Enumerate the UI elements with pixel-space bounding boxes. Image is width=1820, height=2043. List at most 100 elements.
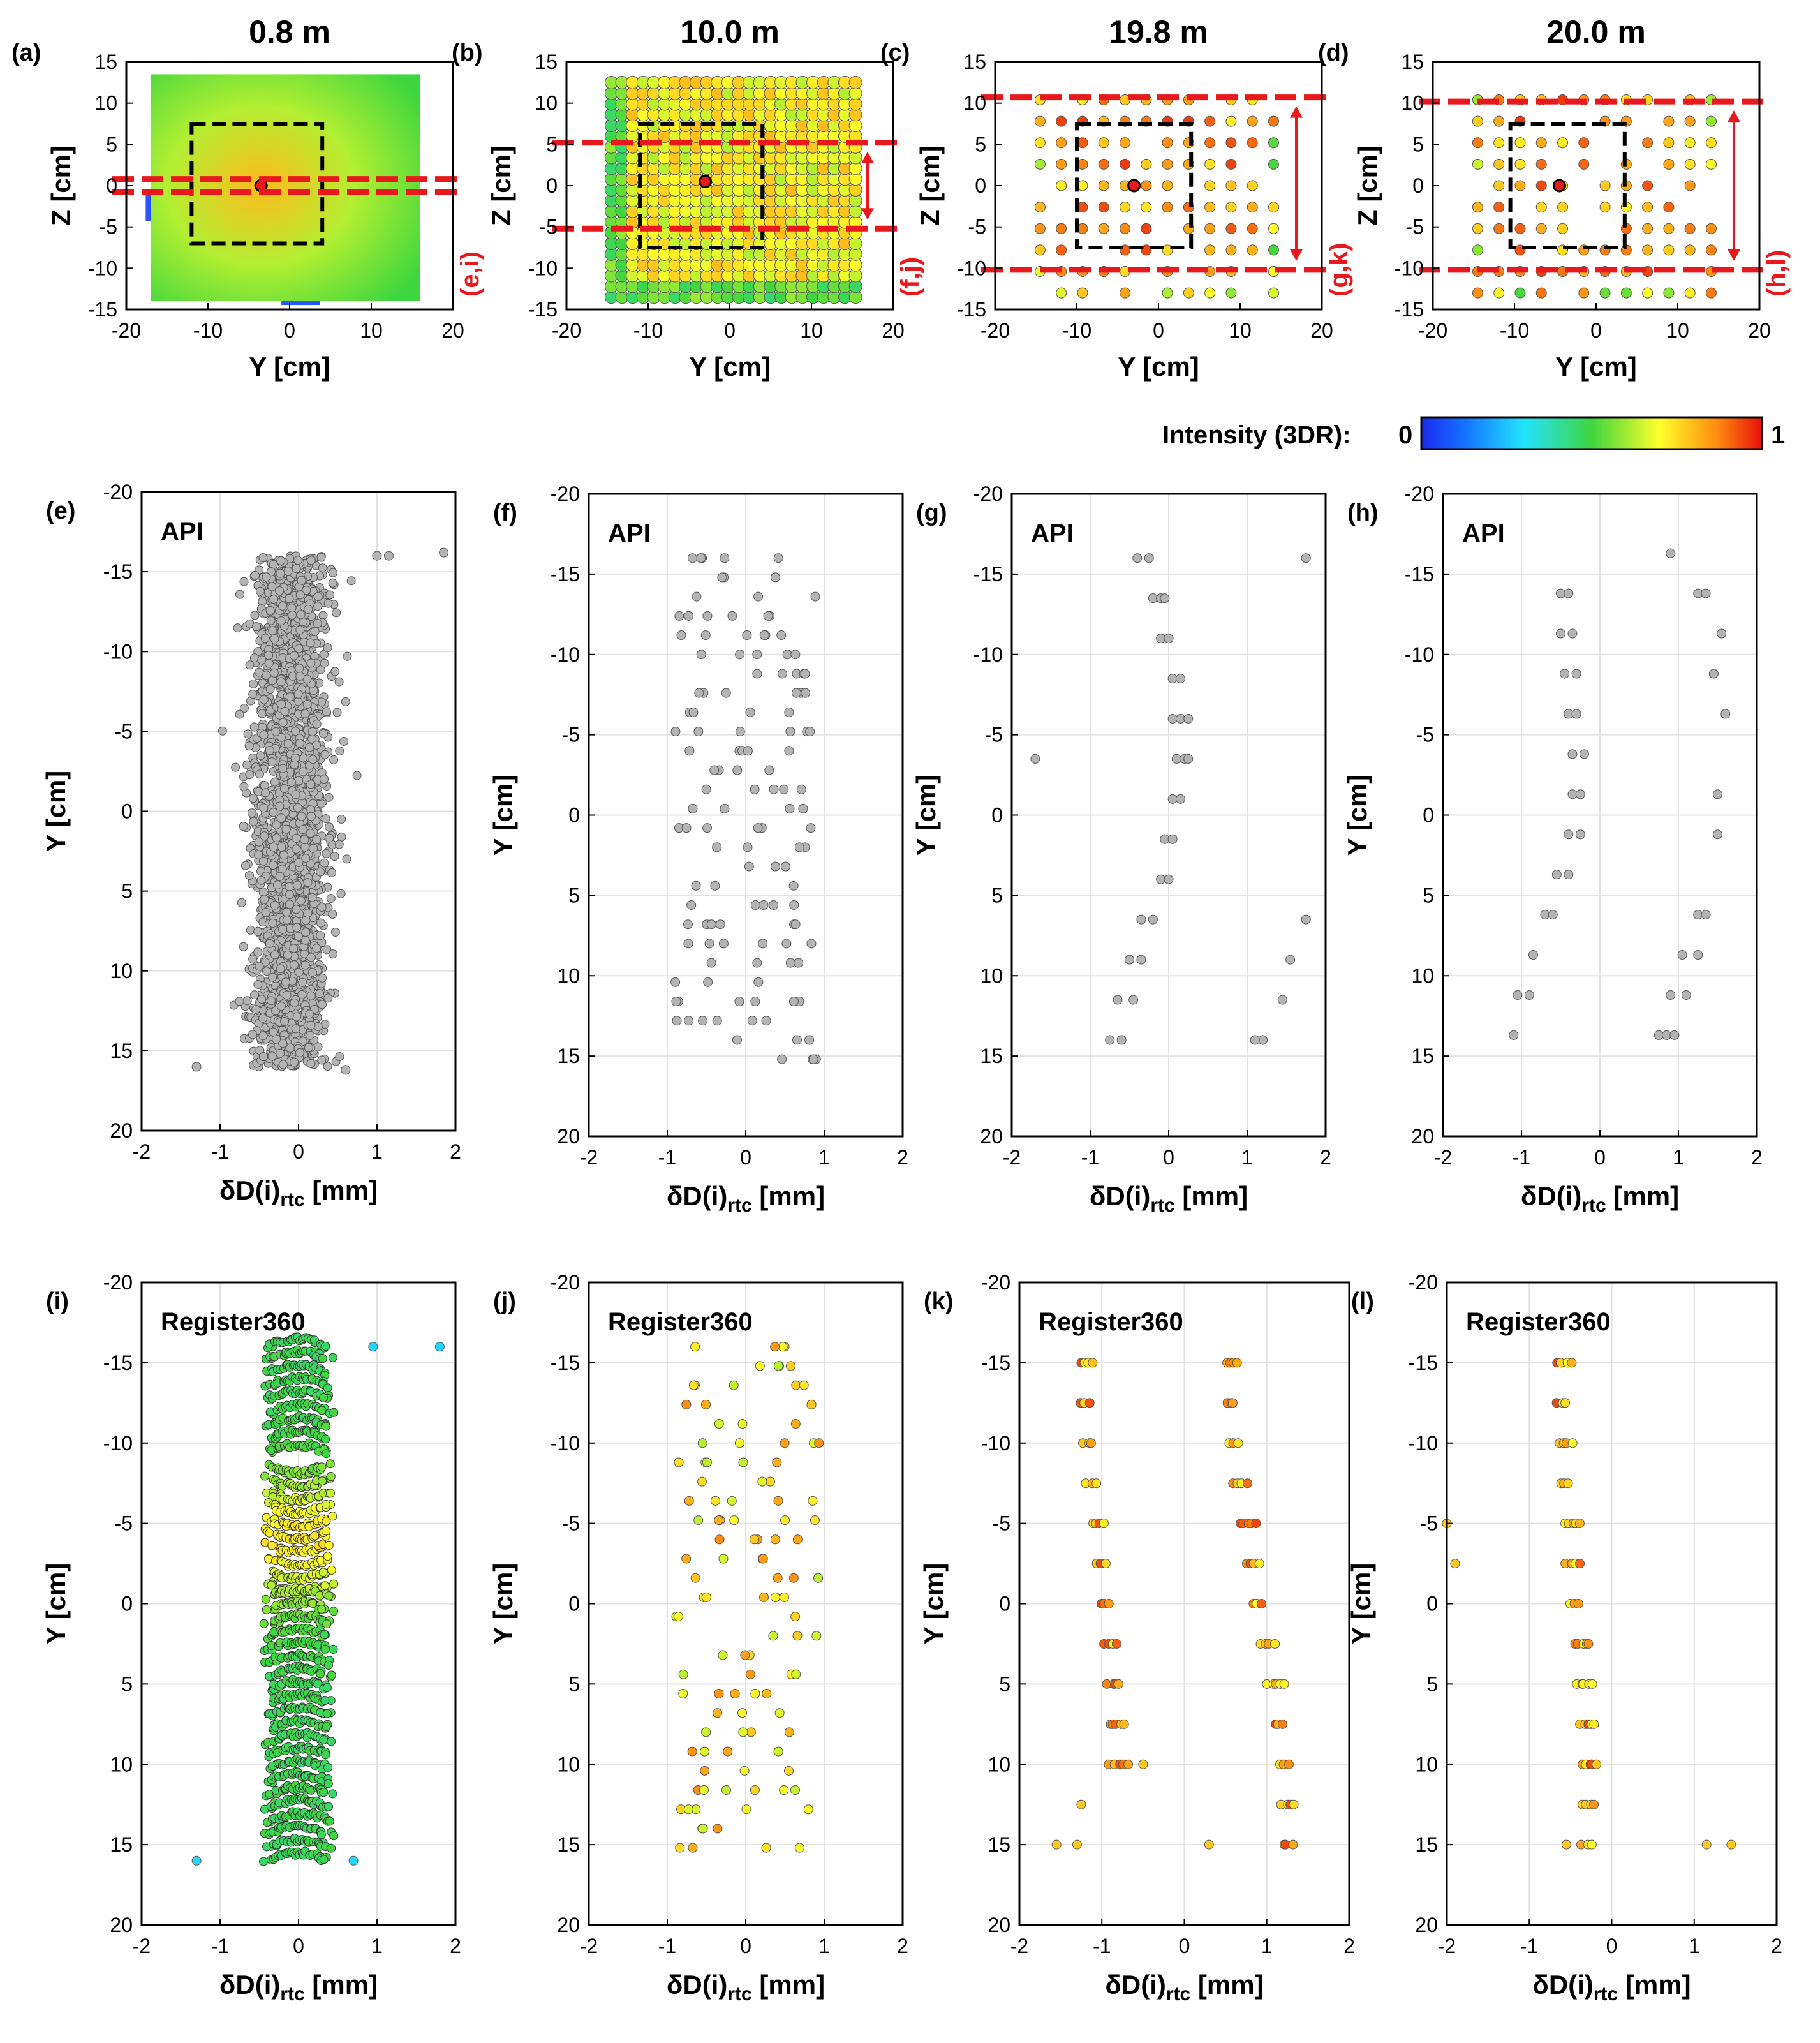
y-tick-label: 10 xyxy=(110,960,133,983)
data-point xyxy=(706,958,716,968)
y-tick-label: -20 xyxy=(973,482,1003,505)
grid-point xyxy=(1705,223,1717,234)
x-tick-label: -2 xyxy=(1434,1146,1452,1169)
data-point xyxy=(267,757,277,767)
y-tick-label: 20 xyxy=(110,1119,133,1142)
x-tick-label: 1 xyxy=(371,1140,383,1163)
x-tick-label: 10 xyxy=(360,319,383,342)
data-point xyxy=(1701,588,1711,598)
data-point xyxy=(383,551,394,561)
y-axis-label-e: Y [cm] xyxy=(41,771,71,852)
grid-point xyxy=(1642,180,1654,191)
data-point xyxy=(320,750,330,759)
data-point xyxy=(785,958,795,968)
y-tick-label: 15 xyxy=(1401,50,1424,73)
grid-point xyxy=(1056,180,1067,191)
panel-label-b: (b) xyxy=(452,40,483,66)
data-point xyxy=(777,1054,787,1064)
data-point xyxy=(285,890,294,900)
data-point xyxy=(706,919,716,930)
data-point xyxy=(279,784,289,794)
grid-point xyxy=(1472,202,1483,213)
data-point xyxy=(275,586,285,596)
data-point xyxy=(329,1607,339,1616)
data-point xyxy=(298,977,307,987)
data-point xyxy=(306,1020,316,1030)
roi-box-b xyxy=(638,122,765,249)
data-point xyxy=(780,861,790,872)
grid-point xyxy=(1535,180,1547,191)
data-point xyxy=(259,803,269,813)
data-point xyxy=(339,736,349,746)
data-point xyxy=(259,1857,269,1866)
x-axis-label-e: δD(i)rtc [mm] xyxy=(219,1175,378,1210)
data-point xyxy=(297,576,306,585)
target-marker-c xyxy=(1127,179,1141,193)
data-point xyxy=(684,1016,694,1026)
grid-point xyxy=(1162,158,1173,170)
data-point xyxy=(773,553,783,563)
grid-point xyxy=(1098,158,1109,170)
y-axis-label-g: Y [cm] xyxy=(911,775,941,856)
data-point xyxy=(322,707,331,717)
data-point xyxy=(337,832,346,842)
grid-point xyxy=(1535,287,1547,299)
data-point xyxy=(1175,794,1185,804)
data-point xyxy=(1164,874,1174,884)
data-point xyxy=(1693,950,1703,960)
grid-point xyxy=(1247,202,1258,213)
data-point xyxy=(1509,1030,1519,1040)
panel-label-h: (h) xyxy=(1347,500,1379,526)
data-point xyxy=(320,1644,330,1654)
grid-point xyxy=(1077,287,1088,299)
data-point xyxy=(278,718,288,727)
data-point xyxy=(277,601,287,611)
panel-title-b: 10.0 m xyxy=(680,14,780,50)
data-point xyxy=(292,844,301,854)
data-point xyxy=(710,880,720,891)
inner-title-e: API xyxy=(161,517,203,546)
data-point xyxy=(247,808,256,818)
data-point xyxy=(320,775,329,784)
arrow-head-down xyxy=(1290,249,1303,261)
x-tick-label: 10 xyxy=(800,319,823,342)
data-point xyxy=(295,590,305,600)
grid-point xyxy=(1472,158,1483,170)
data-point xyxy=(267,1540,277,1550)
grid-point xyxy=(1472,244,1483,256)
data-point xyxy=(1575,829,1585,840)
data-point xyxy=(268,972,277,982)
x-tick-label: -10 xyxy=(193,319,223,342)
data-point xyxy=(317,1462,327,1472)
data-point xyxy=(321,1499,330,1509)
y-tick-label: 0 xyxy=(1412,174,1424,197)
data-point xyxy=(316,867,325,877)
data-point xyxy=(794,842,804,852)
data-point xyxy=(323,1383,332,1393)
data-point xyxy=(684,611,694,621)
y-tick-label: 5 xyxy=(991,884,1003,907)
data-point xyxy=(320,1630,329,1639)
data-point xyxy=(328,1512,337,1521)
x-axis-label-d: Y [cm] xyxy=(1555,352,1637,382)
data-point xyxy=(312,719,322,729)
data-point xyxy=(323,1552,332,1561)
data-point xyxy=(289,944,299,953)
y-tick-label: -5 xyxy=(562,724,580,747)
data-point xyxy=(239,822,248,831)
data-point xyxy=(306,991,316,1000)
data-point xyxy=(300,709,310,718)
data-point xyxy=(327,1565,336,1575)
data-point xyxy=(785,803,795,813)
data-point xyxy=(671,997,681,1007)
data-point xyxy=(259,1052,269,1062)
data-point xyxy=(683,919,693,930)
data-point xyxy=(1030,754,1040,764)
grid-point xyxy=(1535,202,1547,213)
cloud-edge-blue xyxy=(281,299,320,306)
y-tick-label: -5 xyxy=(100,216,117,239)
data-point xyxy=(276,568,285,578)
data-point xyxy=(321,1434,330,1444)
